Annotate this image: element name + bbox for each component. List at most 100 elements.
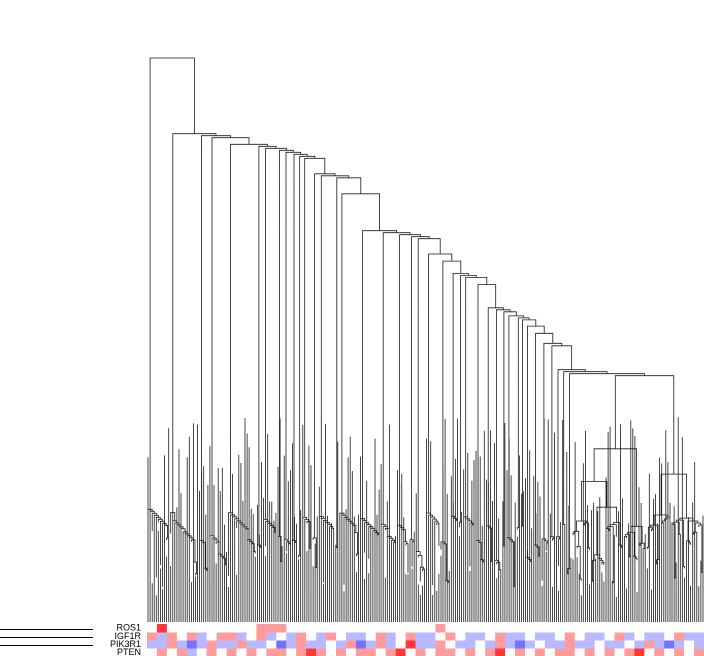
heat-cell	[306, 624, 317, 633]
heat-cell	[564, 640, 575, 649]
heat-cell	[614, 648, 625, 656]
heat-cell	[226, 624, 237, 633]
heat-cell	[465, 648, 476, 656]
heat-cell	[286, 632, 297, 641]
heat-cell	[505, 624, 516, 633]
heat-cell	[236, 640, 247, 649]
heat-cell	[385, 624, 396, 633]
heat-cell	[306, 640, 317, 649]
heat-cell	[664, 640, 675, 649]
heat-cell	[296, 624, 307, 633]
heat-cell	[296, 632, 307, 641]
heat-cell	[664, 648, 675, 656]
row-label: IGF1R	[114, 631, 141, 641]
heat-cell	[266, 640, 277, 649]
heat-cell	[335, 624, 347, 633]
heat-cell	[355, 632, 367, 641]
heat-cell	[664, 624, 675, 633]
heat-cell	[694, 624, 704, 633]
heat-cell	[594, 648, 605, 656]
heat-cell	[485, 632, 496, 641]
heat-cell	[624, 632, 635, 641]
heat-cell	[634, 632, 645, 641]
heat-cell	[524, 632, 536, 641]
heat-cell	[515, 632, 526, 641]
heat-cell	[395, 648, 406, 656]
heat-cell	[564, 632, 575, 641]
heat-cell	[186, 632, 198, 641]
heat-cell	[694, 632, 704, 641]
heat-cell	[694, 640, 704, 649]
heat-cell	[415, 640, 426, 649]
heat-cell	[385, 632, 396, 641]
heat-cell	[316, 648, 327, 656]
heat-cell	[385, 640, 396, 649]
heat-cell	[266, 624, 277, 633]
heat-cell	[604, 632, 615, 641]
heat-cell	[684, 648, 695, 656]
heat-cell	[644, 640, 655, 649]
heat-cell	[216, 648, 227, 656]
heat-cell	[405, 632, 416, 641]
heat-cell	[505, 648, 516, 656]
heat-cell	[147, 640, 158, 649]
heat-cell	[226, 640, 237, 649]
heat-cell	[425, 632, 436, 641]
heat-cell	[276, 632, 287, 641]
heat-cell	[345, 648, 357, 656]
heat-cell	[524, 648, 536, 656]
heat-cell	[286, 648, 297, 656]
heat-cell	[435, 624, 446, 633]
heat-cell	[654, 632, 665, 641]
heat-cell	[326, 648, 337, 656]
heat-cell	[524, 640, 536, 649]
heat-cell	[395, 632, 406, 641]
heat-cell	[176, 640, 188, 649]
heat-cell	[326, 640, 337, 649]
heat-cell	[196, 624, 207, 633]
heat-cell	[306, 632, 317, 641]
heat-cell	[186, 648, 198, 656]
heat-cell	[415, 632, 426, 641]
heat-cell	[236, 624, 247, 633]
heat-cell	[355, 640, 367, 649]
heat-cell	[534, 640, 546, 649]
heat-cell	[594, 632, 605, 641]
heat-cell	[604, 624, 615, 633]
heat-cell	[246, 648, 257, 656]
heat-cell	[604, 640, 615, 649]
heat-cell	[176, 624, 188, 633]
heat-cell	[524, 624, 536, 633]
row-label: PTEN	[117, 647, 141, 656]
heat-cell	[375, 648, 387, 656]
heat-cell	[365, 632, 377, 641]
heat-cell	[335, 640, 347, 649]
heat-cell	[236, 648, 247, 656]
heat-cell	[147, 624, 158, 633]
heat-cell	[335, 648, 347, 656]
heat-cell	[375, 632, 387, 641]
heat-cell	[574, 640, 585, 649]
heat-cell	[544, 624, 556, 633]
heat-cell	[156, 624, 168, 633]
heat-cell	[316, 624, 327, 633]
heat-cell	[196, 632, 207, 641]
heat-cell	[644, 624, 655, 633]
heat-cell	[246, 640, 257, 649]
heat-cell	[266, 648, 277, 656]
heat-cell	[156, 640, 168, 649]
heat-cell	[276, 624, 287, 633]
heat-cell	[455, 632, 466, 641]
heat-cell	[415, 648, 426, 656]
heat-cell	[445, 648, 456, 656]
heat-cell	[405, 624, 416, 633]
heat-cell	[515, 624, 526, 633]
heat-cell	[276, 640, 287, 649]
heat-cell	[435, 640, 446, 649]
heat-cell	[614, 632, 625, 641]
heat-cell	[166, 624, 178, 633]
heat-cell	[475, 624, 486, 633]
heat-cell	[584, 648, 595, 656]
heat-cell	[554, 640, 566, 649]
